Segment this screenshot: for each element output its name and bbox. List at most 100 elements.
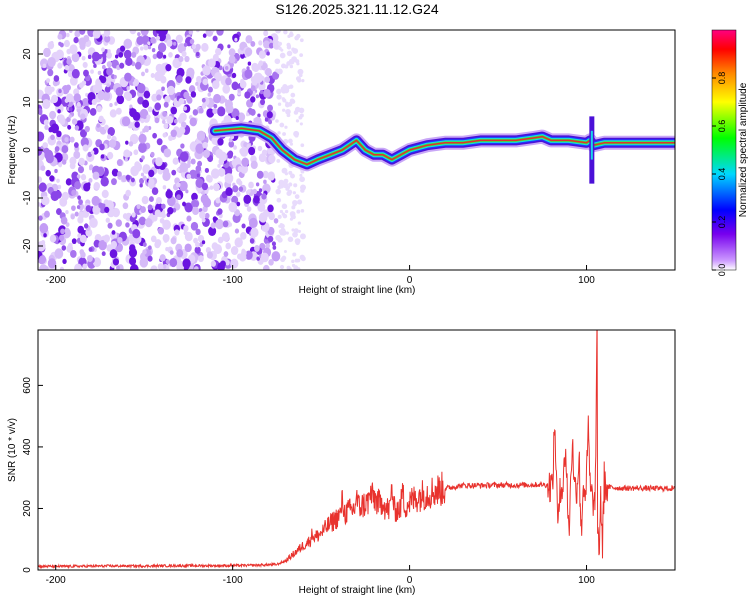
noise-blob	[286, 45, 292, 50]
noise-blob	[253, 195, 260, 204]
noise-blob	[222, 84, 231, 94]
noise-blob	[186, 173, 192, 180]
noise-blob	[179, 151, 189, 162]
noise-blob	[228, 55, 236, 64]
noise-blob	[206, 108, 215, 118]
noise-blob	[43, 233, 47, 238]
noise-blob	[234, 187, 238, 192]
noise-blob	[46, 78, 51, 83]
noise-blob	[298, 115, 303, 120]
noise-blob	[47, 41, 55, 50]
noise-blob	[278, 229, 284, 235]
noise-blob	[267, 204, 274, 213]
spectrogram-y-tick-label: -10	[22, 190, 33, 205]
noise-blob	[80, 251, 86, 259]
noise-blob	[221, 232, 230, 242]
noise-blob	[162, 54, 167, 59]
noise-blob	[54, 146, 60, 152]
noise-blob	[239, 146, 249, 157]
noise-blob	[78, 157, 85, 166]
noise-blob	[82, 61, 88, 69]
noise-blob	[185, 189, 189, 194]
noise-blob	[142, 99, 150, 109]
noise-blob	[147, 245, 152, 250]
noise-blob	[115, 86, 124, 97]
noise-blob	[96, 105, 103, 113]
noise-blob	[148, 196, 154, 203]
noise-blob	[106, 61, 113, 68]
noise-blob	[248, 181, 254, 189]
noise-blob	[193, 266, 199, 270]
noise-blob	[104, 206, 110, 214]
noise-blob	[191, 43, 197, 50]
noise-blob	[97, 90, 106, 101]
noise-blob	[179, 162, 189, 173]
noise-blob	[184, 202, 193, 213]
snr-x-tick-label: -100	[223, 575, 243, 586]
noise-blob	[122, 213, 128, 220]
noise-blob	[287, 101, 293, 107]
noise-blob	[61, 145, 69, 154]
noise-blob	[156, 94, 162, 101]
noise-blob	[116, 265, 120, 270]
noise-blob	[246, 206, 252, 212]
noise-blob	[156, 138, 163, 146]
noise-blob	[90, 150, 95, 155]
noise-blob	[128, 141, 134, 147]
noise-blob	[286, 113, 291, 118]
chart-title: S126.2025.321.11.12.G24	[275, 1, 438, 17]
noise-blob	[201, 42, 209, 52]
noise-blob	[93, 63, 97, 68]
noise-blob	[109, 103, 113, 108]
noise-blob	[107, 127, 115, 137]
noise-blob	[263, 40, 270, 49]
noise-blob	[65, 84, 71, 91]
noise-blob	[143, 125, 149, 132]
noise-blob	[70, 249, 77, 258]
noise-blob	[139, 177, 145, 184]
noise-blob	[161, 203, 166, 210]
noise-blob	[296, 267, 301, 270]
noise-blob	[134, 61, 142, 70]
noise-blob	[42, 142, 48, 149]
noise-blob	[43, 147, 50, 155]
colorbar-label: Normalized spectral amplitude	[738, 82, 749, 217]
noise-blob	[290, 213, 296, 219]
noise-blob	[151, 187, 159, 196]
noise-blob	[176, 75, 183, 84]
noise-blob	[240, 53, 245, 59]
noise-blob	[162, 132, 167, 138]
noise-blob	[213, 244, 223, 255]
noise-blob	[141, 71, 145, 77]
noise-blob	[111, 230, 116, 235]
noise-blob	[101, 251, 106, 257]
noise-blob	[267, 104, 273, 112]
noise-blob	[208, 226, 217, 237]
noise-blob	[136, 83, 146, 94]
noise-blob	[275, 234, 282, 241]
noise-blob	[158, 31, 167, 42]
noise-blob	[201, 182, 209, 191]
noise-blob	[276, 88, 282, 95]
noise-blob	[162, 171, 171, 182]
noise-blob	[231, 108, 240, 119]
noise-blob	[291, 47, 296, 52]
noise-blob	[71, 52, 80, 63]
noise-blob	[98, 115, 104, 123]
noise-blob	[247, 189, 251, 194]
noise-blob	[233, 145, 237, 150]
noise-blob	[183, 230, 188, 236]
noise-blob	[212, 35, 218, 42]
noise-blob	[187, 160, 191, 165]
noise-blob	[61, 245, 67, 251]
noise-blob	[104, 124, 109, 131]
noise-blob	[90, 69, 94, 74]
noise-blob	[132, 228, 141, 239]
noise-blob	[237, 88, 241, 93]
noise-blob	[79, 129, 87, 138]
noise-blob	[93, 182, 101, 190]
noise-blob	[250, 96, 256, 103]
noise-blob	[196, 75, 202, 83]
noise-blob	[234, 228, 240, 234]
